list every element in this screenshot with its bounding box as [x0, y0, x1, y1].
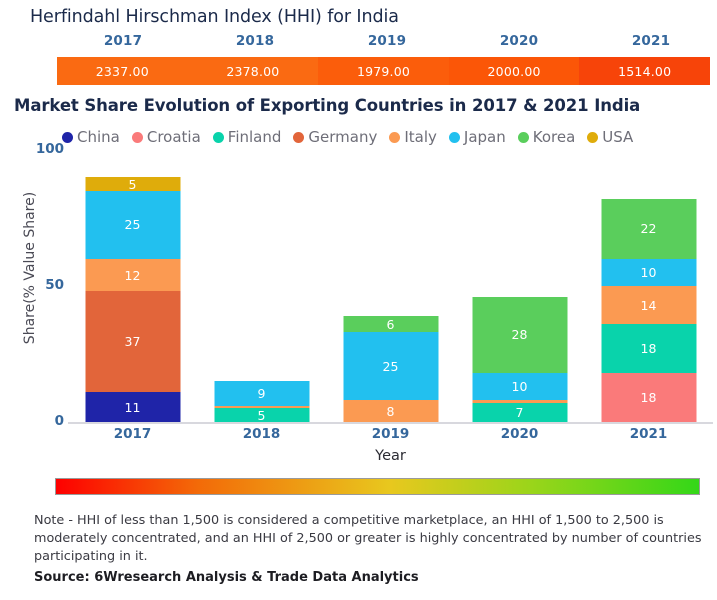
bar-segment[interactable]: 25 — [343, 332, 438, 401]
legend-swatch-icon — [62, 131, 73, 143]
hhi-title: Herfindahl Hirschman Index (HHI) for Ind… — [30, 7, 399, 27]
bar-segment[interactable]: 28 — [472, 296, 567, 374]
hhi-value-cell: 1979.00 — [318, 57, 449, 85]
legend-label: Korea — [532, 128, 576, 146]
legend-item-japan[interactable]: Japan — [448, 128, 506, 146]
bar-segment[interactable]: 18 — [601, 373, 696, 422]
y-axis-ticks: 0 50 100 — [18, 141, 64, 430]
legend-item-germany[interactable]: Germany — [293, 128, 377, 146]
bar-segment[interactable]: 5 — [214, 408, 309, 422]
x-axis-tick-label: 2020 — [500, 426, 539, 442]
legend-item-finland[interactable]: Finland — [212, 128, 282, 146]
footer-note: Note - HHI of less than 1,500 is conside… — [34, 513, 702, 565]
legend-swatch-icon — [448, 131, 460, 143]
legend-swatch-icon — [131, 131, 143, 143]
legend-label: Finland — [227, 128, 282, 146]
bar-stack: 11 37 12 25 5 — [85, 177, 180, 422]
footer-source: Source: 6Wresearch Analysis & Trade Data… — [34, 570, 419, 585]
bar-segment[interactable]: 9 — [214, 381, 309, 406]
x-axis-tick-label: 2017 — [113, 426, 152, 442]
bar-stack: 7 10 28 — [472, 296, 567, 422]
bar-column[interactable]: 8 25 6 — [326, 150, 455, 422]
bar-segment[interactable]: 11 — [85, 392, 180, 422]
bar-stack: 18 18 14 10 22 — [601, 199, 696, 422]
chart-legend: China Croatia Finland Germany Italy Japan Kore… — [62, 128, 645, 146]
bar-stacks: 11 37 12 25 5 5 9 8 25 6 7 10 28 18 18 14 10 22 — [68, 150, 713, 422]
plot-area: Share(% Value Share) 0 50 100 11 37 12 25 5 5 9 8… — [0, 141, 717, 464]
legend-item-usa[interactable]: USA — [587, 128, 633, 146]
hhi-year-label: 2019 — [367, 33, 407, 49]
legend-label: Japan — [463, 128, 506, 146]
hhi-value-cell: 1514.00 — [579, 57, 710, 85]
legend-label: Croatia — [146, 128, 201, 146]
hhi-year-header: 2017 2018 2019 2020 2021 — [57, 33, 717, 53]
chart-title: Market Share Evolution of Exporting Coun… — [14, 96, 641, 115]
x-axis-line — [68, 422, 713, 424]
legend-item-korea[interactable]: Korea — [517, 128, 576, 146]
bar-column[interactable]: 11 37 12 25 5 — [68, 150, 197, 422]
legend-swatch-icon — [517, 131, 529, 143]
bar-segment[interactable]: 7 — [472, 402, 567, 422]
hhi-value-cell: 2000.00 — [448, 57, 580, 85]
legend-swatch-icon — [212, 131, 224, 143]
bar-segment[interactable] — [214, 405, 309, 409]
bar-segment[interactable] — [472, 400, 567, 403]
legend-swatch-icon — [587, 131, 599, 143]
bar-column[interactable]: 7 10 28 — [455, 150, 584, 422]
hhi-gradient-scale — [55, 478, 700, 495]
hhi-year-label: 2018 — [235, 33, 275, 49]
hhi-year-label: 2017 — [103, 33, 143, 49]
x-axis-title: Year — [375, 448, 406, 464]
legend-label: USA — [602, 128, 634, 146]
hhi-value-cell: 2337.00 — [57, 57, 188, 85]
y-axis-tick-label: 0 — [54, 413, 64, 429]
hhi-year-label: 2020 — [499, 33, 539, 49]
bar-segment[interactable]: 14 — [601, 286, 696, 325]
bar-segment[interactable]: 12 — [85, 258, 180, 292]
bar-segment[interactable]: 10 — [601, 258, 696, 287]
legend-label: Italy — [404, 128, 437, 146]
x-axis-tick-label: 2018 — [242, 426, 281, 442]
bar-segment[interactable]: 10 — [472, 373, 567, 401]
bar-segment[interactable]: 25 — [85, 190, 180, 259]
hhi-year-label: 2021 — [631, 33, 671, 49]
legend-label: China — [77, 128, 120, 146]
x-axis-tick-label: 2019 — [371, 426, 410, 442]
bar-segment[interactable]: 18 — [601, 324, 696, 374]
bar-segment[interactable]: 37 — [85, 291, 180, 393]
bar-column[interactable]: 18 18 14 10 22 — [584, 150, 713, 422]
y-axis-tick-label: 50 — [45, 277, 64, 293]
legend-item-china[interactable]: China — [62, 128, 120, 146]
bar-stack: 8 25 6 — [343, 315, 438, 422]
bar-segment[interactable]: 5 — [85, 177, 180, 191]
x-axis-tick-label: 2021 — [629, 426, 668, 442]
bar-segment[interactable]: 22 — [601, 199, 696, 259]
bar-segment[interactable]: 8 — [343, 400, 438, 422]
legend-label: Germany — [308, 128, 378, 146]
hhi-value-bar: 2337.00 2378.00 1979.00 2000.00 1514.00 — [57, 57, 710, 85]
legend-item-croatia[interactable]: Croatia — [131, 128, 201, 146]
x-axis-labels: 2017 2018 2019 2020 2021 — [68, 426, 713, 442]
y-axis-tick-label: 100 — [35, 141, 64, 157]
legend-item-italy[interactable]: Italy — [389, 128, 437, 146]
legend-swatch-icon — [293, 131, 305, 143]
bar-segment[interactable]: 6 — [343, 315, 438, 333]
hhi-value-cell: 2378.00 — [187, 57, 319, 85]
legend-swatch-icon — [389, 131, 401, 143]
